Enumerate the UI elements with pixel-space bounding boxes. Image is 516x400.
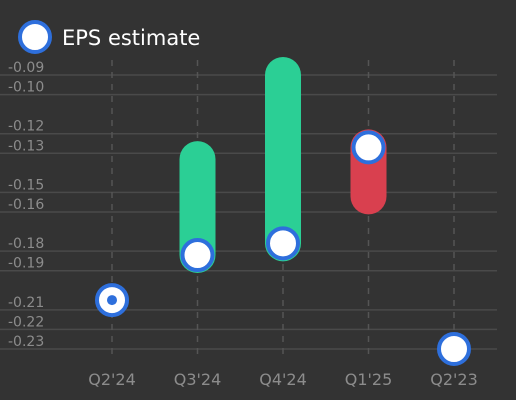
grid (0, 60, 497, 358)
estimate-marker (351, 130, 386, 165)
y-tick-label: -0.21 (8, 295, 44, 311)
legend: EPS estimate (18, 20, 200, 54)
estimate-marker (266, 226, 300, 261)
legend-label: EPS estimate (62, 26, 200, 50)
estimate-marker (180, 238, 215, 273)
y-tick-label: -0.15 (8, 177, 44, 193)
y-tick-label: -0.18 (8, 236, 44, 252)
legend-marker (18, 20, 52, 54)
y-tick-label: -0.10 (8, 80, 44, 96)
y-tick-label: -0.12 (8, 119, 44, 135)
y-tick-label: -0.09 (8, 60, 44, 76)
range-bar-beat (265, 57, 301, 262)
estimate-markers (95, 130, 471, 366)
x-tick-label: Q1'25 (345, 370, 393, 389)
y-tick-label: -0.23 (8, 334, 44, 350)
x-axis: Q2'24 Q3'24 Q4'24 Q1'25 Q2'23 (88, 370, 478, 389)
y-tick-label: -0.16 (8, 197, 44, 213)
actual-marker-dot (107, 295, 117, 306)
x-tick-label: Q3'24 (174, 370, 222, 389)
range-bar-beat (179, 141, 216, 274)
estimate-marker (437, 332, 471, 366)
x-tick-label: Q2'24 (88, 370, 136, 389)
y-tick-label: -0.19 (8, 256, 44, 272)
y-tick-label: -0.13 (8, 138, 44, 154)
y-tick-label: -0.22 (8, 314, 44, 330)
y-axis: -0.09 -0.10 -0.12 -0.13 -0.15 -0.16 -0.18 -0.19… (8, 60, 44, 350)
x-tick-label: Q2'23 (430, 370, 478, 389)
x-tick-label: Q4'24 (259, 370, 307, 389)
